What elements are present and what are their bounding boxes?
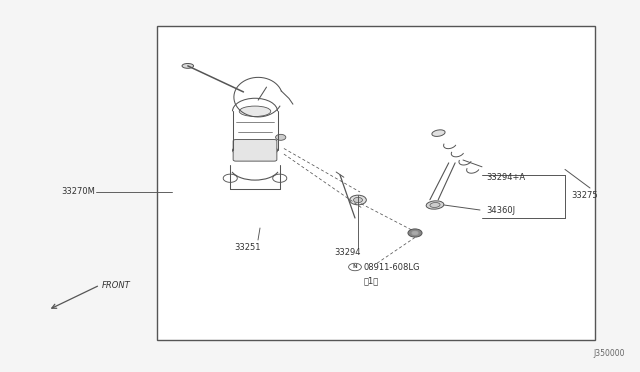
Ellipse shape <box>232 144 278 157</box>
FancyBboxPatch shape <box>233 140 277 161</box>
Text: 33251: 33251 <box>235 243 261 252</box>
Ellipse shape <box>239 106 271 116</box>
Circle shape <box>412 231 418 235</box>
Circle shape <box>276 134 286 140</box>
Ellipse shape <box>426 201 444 209</box>
Text: J350000: J350000 <box>593 349 625 358</box>
Text: （1）: （1） <box>364 277 379 286</box>
Text: 33270M: 33270M <box>61 187 95 196</box>
Circle shape <box>349 263 362 271</box>
Circle shape <box>408 229 422 237</box>
Text: FRONT: FRONT <box>102 280 131 289</box>
Ellipse shape <box>182 64 193 68</box>
Text: 34360J: 34360J <box>486 205 515 215</box>
Text: 33294+A: 33294+A <box>486 173 525 182</box>
Text: 33275: 33275 <box>571 190 598 199</box>
Circle shape <box>349 195 366 205</box>
Bar <box>157 26 595 340</box>
Ellipse shape <box>432 130 445 137</box>
Text: 33294: 33294 <box>335 248 361 257</box>
Text: 08911-608LG: 08911-608LG <box>364 263 420 272</box>
Circle shape <box>353 198 362 203</box>
Text: N: N <box>353 264 357 269</box>
Ellipse shape <box>430 202 440 208</box>
